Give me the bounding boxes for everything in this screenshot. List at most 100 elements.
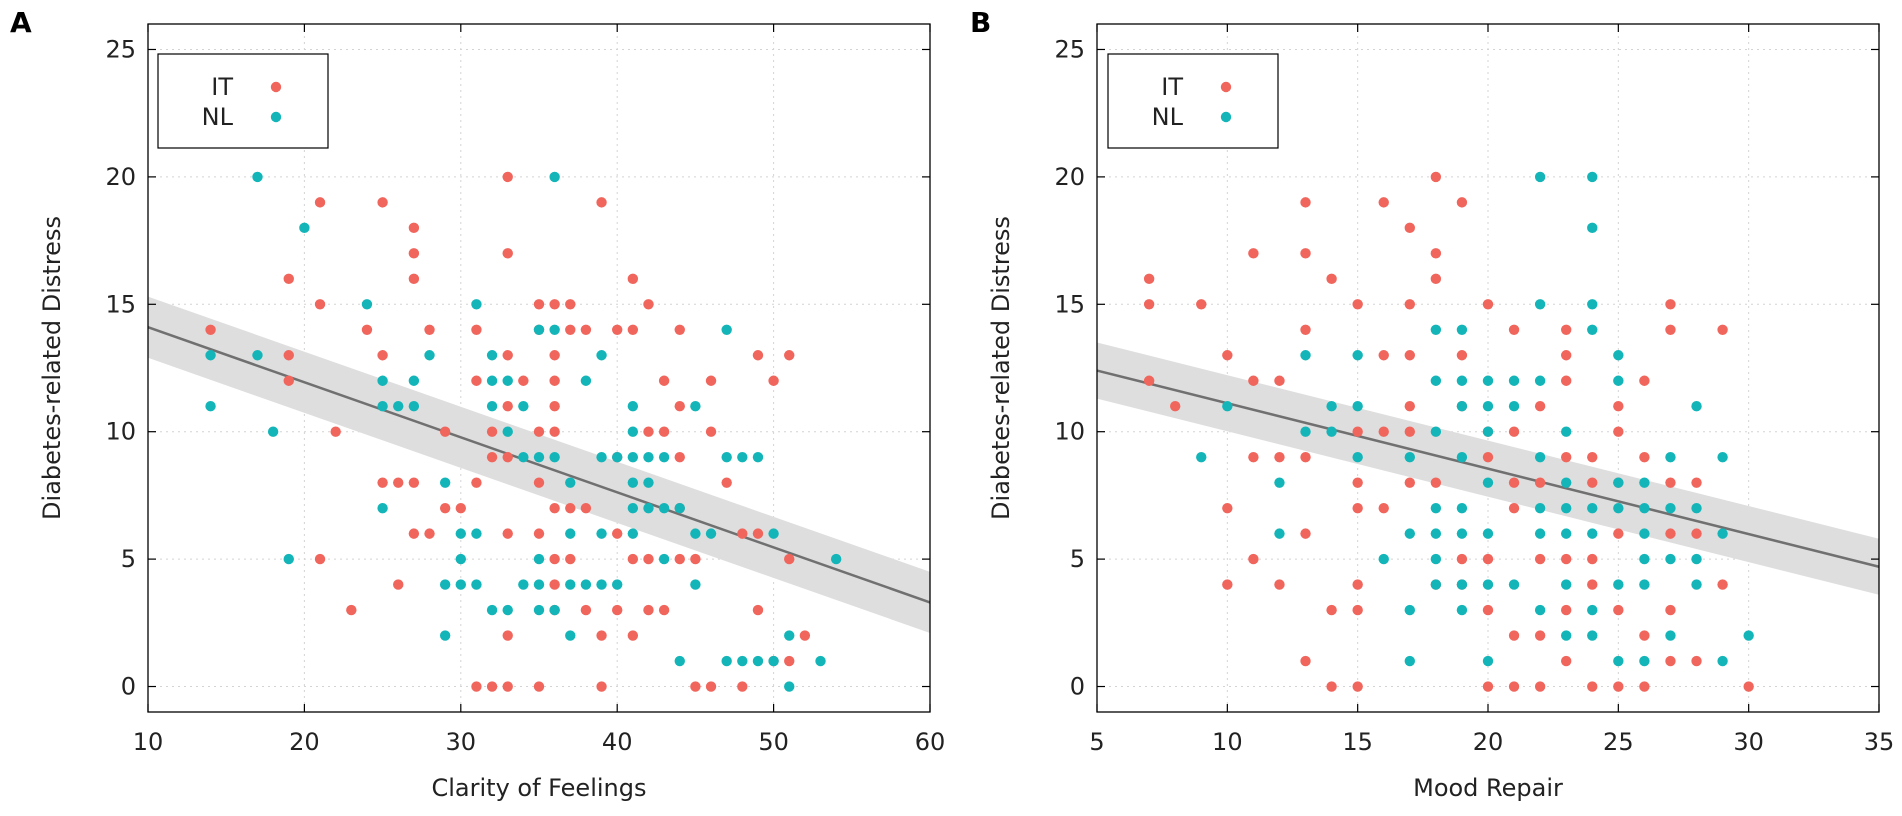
point-nl <box>1352 401 1363 412</box>
point-it <box>377 350 388 361</box>
point-it <box>1665 604 1676 616</box>
point-nl <box>533 324 545 335</box>
point-nl <box>1717 655 1728 667</box>
point-nl <box>518 579 529 590</box>
point-nl <box>1691 401 1702 412</box>
point-it <box>1691 477 1702 488</box>
point-nl <box>471 528 482 539</box>
point-nl <box>690 579 701 590</box>
point-it <box>502 401 513 412</box>
point-nl <box>205 350 216 361</box>
point-it <box>1587 681 1598 692</box>
point-nl <box>690 401 701 412</box>
point-nl <box>1561 426 1572 437</box>
point-nl <box>565 579 576 590</box>
point-nl <box>1482 401 1494 412</box>
point-it <box>674 553 685 565</box>
point-nl <box>1430 579 1442 590</box>
point-nl <box>1404 528 1416 539</box>
point-nl <box>1534 299 1546 310</box>
point-nl <box>1456 451 1468 463</box>
series-nl <box>1196 171 1754 667</box>
y-axis-label: Diabetes-related Distress <box>38 216 66 520</box>
point-nl <box>768 528 779 539</box>
point-it <box>408 528 420 539</box>
point-it <box>658 426 670 437</box>
point-nl <box>565 630 576 641</box>
point-it <box>658 375 670 386</box>
point-nl <box>737 451 748 463</box>
point-nl <box>1456 528 1468 539</box>
point-it <box>1482 681 1494 692</box>
point-nl <box>439 579 451 590</box>
point-it <box>1352 604 1363 616</box>
point-it <box>408 222 420 234</box>
point-nl <box>658 451 670 463</box>
point-it <box>627 273 639 285</box>
point-nl <box>502 375 513 386</box>
x-tick-label: 20 <box>1473 728 1504 756</box>
point-it <box>1300 248 1311 259</box>
point-nl <box>565 477 576 488</box>
point-nl <box>1326 426 1337 437</box>
point-it <box>549 502 560 514</box>
point-nl <box>1274 528 1285 539</box>
point-nl <box>1534 528 1546 539</box>
point-nl <box>1404 604 1416 616</box>
point-it <box>1274 375 1285 386</box>
point-it <box>1639 375 1650 386</box>
point-it <box>549 426 560 437</box>
point-nl <box>549 324 560 335</box>
point-it <box>1248 248 1259 259</box>
point-nl <box>1274 477 1285 488</box>
point-nl <box>627 528 639 539</box>
legend-marker-it <box>1220 81 1232 93</box>
point-nl <box>549 451 560 463</box>
point-it <box>1404 299 1416 310</box>
point-it <box>1248 451 1259 463</box>
point-nl <box>1456 401 1468 412</box>
point-nl <box>1587 502 1598 514</box>
point-it <box>486 681 498 692</box>
y-tick-label: 5 <box>1070 545 1085 573</box>
point-nl <box>1430 528 1442 539</box>
point-it <box>580 502 592 514</box>
point-it <box>721 477 732 488</box>
point-it <box>1665 324 1676 335</box>
point-it <box>627 553 639 565</box>
point-it <box>393 579 404 590</box>
point-nl <box>643 477 654 488</box>
point-it <box>1508 426 1520 437</box>
point-it <box>502 451 513 463</box>
point-nl <box>502 426 513 437</box>
point-nl <box>1456 375 1468 386</box>
point-it <box>1482 604 1494 616</box>
point-it <box>1665 528 1676 539</box>
point-nl <box>705 528 717 539</box>
point-nl <box>1456 324 1468 335</box>
point-nl <box>1613 477 1624 488</box>
point-it <box>1534 401 1546 412</box>
point-nl <box>549 604 560 616</box>
point-it <box>1482 553 1494 565</box>
point-nl <box>1613 655 1624 667</box>
point-nl <box>596 451 607 463</box>
point-it <box>596 197 607 208</box>
point-nl <box>1482 477 1494 488</box>
x-tick-label: 50 <box>758 728 789 756</box>
point-it <box>549 553 560 565</box>
point-it <box>1613 426 1624 437</box>
point-it <box>205 324 216 335</box>
y-tick-label: 0 <box>121 673 136 701</box>
point-it <box>1613 528 1624 539</box>
point-nl <box>1300 426 1311 437</box>
point-nl <box>205 401 216 412</box>
point-nl <box>408 401 420 412</box>
point-nl <box>643 451 654 463</box>
point-it <box>424 528 435 539</box>
point-it <box>674 401 685 412</box>
point-it <box>314 299 326 310</box>
point-it <box>1508 477 1520 488</box>
point-nl <box>721 451 732 463</box>
